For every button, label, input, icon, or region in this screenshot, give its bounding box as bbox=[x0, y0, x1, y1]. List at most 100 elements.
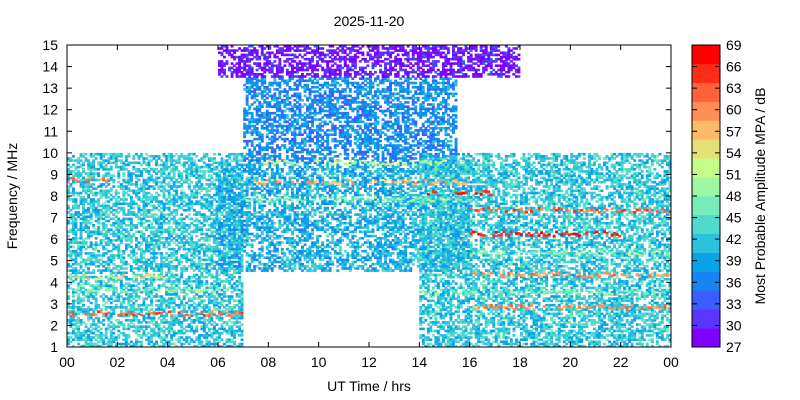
heatmap-cell bbox=[187, 232, 191, 236]
heatmap-cell bbox=[268, 191, 272, 195]
heatmap-cell bbox=[89, 295, 93, 298]
heatmap-cell bbox=[72, 267, 75, 270]
heatmap-cell bbox=[278, 226, 282, 229]
heatmap-cell bbox=[117, 232, 121, 236]
heatmap-cell bbox=[190, 191, 194, 195]
heatmap-cell bbox=[228, 178, 231, 182]
heatmap-cell bbox=[190, 196, 194, 199]
heatmap-cell bbox=[306, 215, 309, 218]
heatmap-cell bbox=[288, 260, 292, 264]
heatmap-cell bbox=[99, 338, 103, 341]
heatmap-cell bbox=[160, 269, 163, 272]
heatmap-cell bbox=[218, 284, 221, 287]
heatmap-cell bbox=[94, 306, 98, 309]
heatmap-cell bbox=[124, 342, 128, 346]
heatmap-cell bbox=[200, 273, 204, 277]
heatmap-cell bbox=[89, 161, 93, 165]
heatmap-cell bbox=[82, 226, 85, 229]
heatmap-cell bbox=[195, 319, 199, 322]
heatmap-cell bbox=[202, 174, 206, 177]
heatmap-cell bbox=[321, 254, 325, 257]
heatmap-cell bbox=[69, 241, 73, 244]
heatmap-cell bbox=[172, 155, 176, 158]
heatmap-cell bbox=[207, 258, 211, 262]
heatmap-cell bbox=[243, 189, 247, 193]
heatmap-cell bbox=[155, 219, 158, 223]
heatmap-cell bbox=[318, 262, 322, 266]
heatmap-cell bbox=[313, 265, 317, 268]
heatmap-cell bbox=[202, 267, 206, 270]
heatmap-cell bbox=[205, 290, 209, 294]
heatmap-cell bbox=[170, 155, 174, 158]
heatmap-cell bbox=[318, 256, 322, 259]
heatmap-cell bbox=[255, 219, 259, 223]
heatmap-cell bbox=[215, 282, 219, 285]
heatmap-cell bbox=[218, 180, 221, 184]
heatmap-cell bbox=[175, 249, 179, 253]
heatmap-cell bbox=[228, 308, 231, 311]
heatmap-cell bbox=[147, 187, 151, 190]
heatmap-cell bbox=[74, 319, 78, 322]
heatmap-cell bbox=[248, 219, 252, 223]
heatmap-cell bbox=[150, 168, 153, 171]
heatmap-cell bbox=[97, 306, 101, 309]
heatmap-cell bbox=[235, 299, 239, 303]
heatmap-cell bbox=[162, 178, 166, 182]
heatmap-cell bbox=[147, 243, 151, 247]
heatmap-cell bbox=[160, 340, 163, 344]
heatmap-cell bbox=[172, 275, 176, 279]
heatmap-cell bbox=[205, 198, 209, 201]
heatmap-cell bbox=[132, 325, 136, 328]
heatmap-cell bbox=[117, 234, 121, 238]
heatmap-cell bbox=[215, 237, 219, 240]
heatmap-cell bbox=[215, 284, 219, 287]
heatmap-cell bbox=[187, 297, 191, 300]
heatmap-cell bbox=[104, 301, 108, 305]
heatmap-cell bbox=[132, 252, 136, 255]
heatmap-cell bbox=[177, 295, 181, 298]
heatmap-cell bbox=[260, 232, 264, 236]
heatmap-cell bbox=[84, 271, 88, 275]
heatmap-cell bbox=[187, 172, 191, 175]
heatmap-cell bbox=[72, 217, 75, 221]
heatmap-cell bbox=[145, 213, 148, 216]
heatmap-cell bbox=[142, 286, 146, 290]
heatmap-cell bbox=[129, 252, 133, 255]
heatmap-cell bbox=[175, 284, 179, 287]
heatmap-cell bbox=[250, 239, 254, 242]
heatmap-cell bbox=[240, 243, 244, 247]
heatmap-cell bbox=[220, 288, 224, 292]
heatmap-cell bbox=[79, 228, 83, 231]
heatmap-cell bbox=[238, 342, 241, 346]
heatmap-cell bbox=[313, 211, 317, 214]
heatmap-cell bbox=[258, 168, 262, 171]
heatmap-cell bbox=[331, 172, 335, 175]
heatmap-cell bbox=[72, 293, 75, 296]
heatmap-cell bbox=[285, 191, 289, 195]
heatmap-cell bbox=[318, 178, 322, 182]
heatmap-cell bbox=[233, 152, 236, 156]
heatmap-cell bbox=[97, 334, 101, 337]
heatmap-cell bbox=[192, 295, 196, 298]
heatmap-cell bbox=[72, 206, 75, 210]
heatmap-cell bbox=[94, 323, 98, 326]
heatmap-cell bbox=[119, 344, 123, 348]
heatmap-cell bbox=[248, 180, 252, 184]
heatmap-cell bbox=[107, 243, 111, 247]
heatmap-cell bbox=[94, 299, 98, 303]
heatmap-cell bbox=[308, 183, 312, 186]
heatmap-cell bbox=[185, 208, 189, 212]
heatmap-cell bbox=[99, 152, 103, 156]
heatmap-cell bbox=[117, 221, 121, 225]
heatmap-cell bbox=[313, 245, 317, 249]
heatmap-cell bbox=[192, 340, 196, 344]
heatmap-cell bbox=[293, 260, 297, 264]
heatmap-cell bbox=[112, 161, 116, 165]
heatmap-cell bbox=[127, 211, 131, 214]
heatmap-cell bbox=[308, 185, 312, 188]
heatmap-cell bbox=[112, 157, 116, 160]
heatmap-cell bbox=[157, 180, 161, 184]
heatmap-cell bbox=[122, 271, 126, 275]
heatmap-cell bbox=[291, 237, 294, 240]
heatmap-cell bbox=[192, 344, 196, 348]
